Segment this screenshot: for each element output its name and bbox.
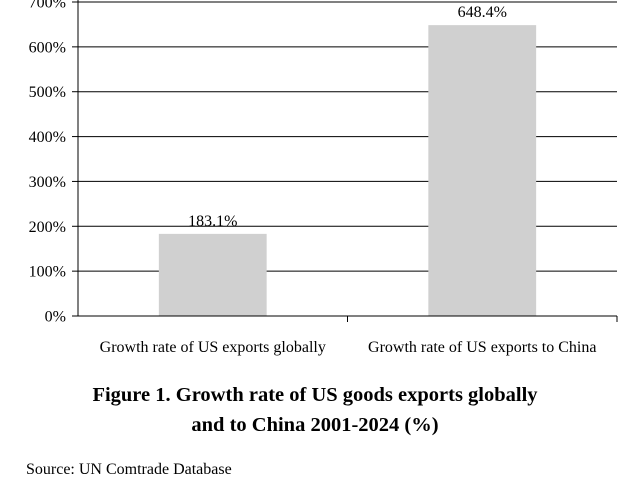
y-tick-label: 500%: [29, 84, 66, 101]
y-tick-label: 700%: [29, 0, 66, 12]
data-label: 183.1%: [188, 213, 237, 230]
figure-caption-line-2: and to China 2001-2024 (%): [191, 414, 439, 436]
y-tick-label: 200%: [29, 219, 66, 236]
y-tick-label: 0%: [45, 309, 66, 326]
axes: [72, 0, 618, 322]
x-category-label: Growth rate of US exports globally: [100, 339, 326, 356]
y-tick-label: 100%: [29, 264, 66, 281]
figure-caption-line-1: Figure 1. Growth rate of US goods export…: [92, 384, 538, 406]
x-category-label: Growth rate of US exports to China: [368, 339, 596, 356]
bar: [428, 25, 537, 316]
bar-chart: 0% 100% 200% 300% 400% 500% 600% 700% 183.1% Grow…: [29, 0, 618, 356]
source-note: Source: UN Comtrade Database: [26, 461, 232, 478]
labels: 0% 100% 200% 300% 400% 500% 600% 700% 183.1% Grow…: [29, 0, 597, 356]
data-label: 648.4%: [458, 4, 507, 21]
bars: [158, 25, 537, 316]
gridlines: [78, 1, 617, 272]
y-tick-label: 600%: [29, 39, 66, 56]
bar: [158, 233, 267, 316]
y-tick-label: 400%: [29, 129, 66, 146]
y-tick-label: 300%: [29, 174, 66, 191]
